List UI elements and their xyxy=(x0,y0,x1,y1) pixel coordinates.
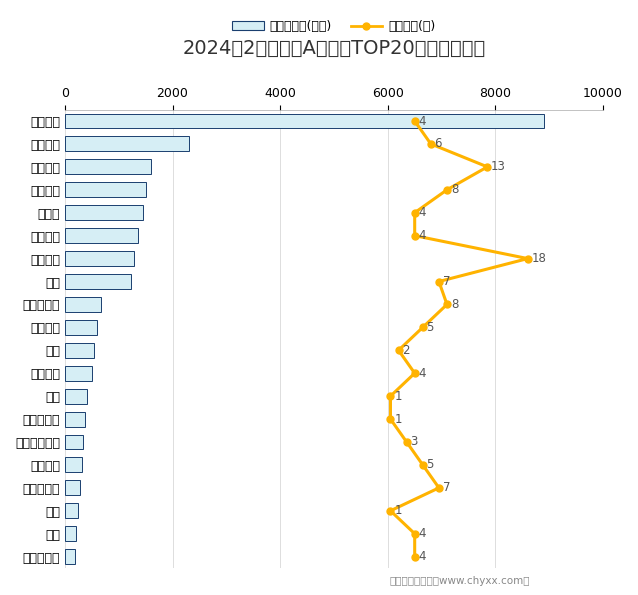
Bar xyxy=(65,549,75,564)
Bar xyxy=(65,343,94,358)
Title: 2024年2月四川省A股市值TOP20的行业统计图: 2024年2月四川省A股市值TOP20的行业统计图 xyxy=(182,39,486,58)
Text: 2: 2 xyxy=(403,344,410,357)
Text: 18: 18 xyxy=(531,252,546,265)
Text: 6: 6 xyxy=(434,137,442,151)
Bar xyxy=(65,412,85,427)
Text: 7: 7 xyxy=(443,275,450,288)
Bar xyxy=(65,182,145,197)
Text: 4: 4 xyxy=(419,114,426,127)
Text: 4: 4 xyxy=(419,527,426,540)
Bar xyxy=(65,366,92,381)
Bar xyxy=(65,434,83,449)
Bar xyxy=(65,251,134,266)
Text: 1: 1 xyxy=(394,505,402,517)
Text: 3: 3 xyxy=(410,436,418,449)
Bar xyxy=(65,389,87,403)
Bar xyxy=(65,526,76,541)
Text: 4: 4 xyxy=(419,367,426,380)
Bar xyxy=(65,159,151,174)
Text: 4: 4 xyxy=(419,229,426,242)
Text: 4: 4 xyxy=(419,550,426,563)
Text: 4: 4 xyxy=(419,206,426,219)
Bar xyxy=(65,458,82,472)
Text: 5: 5 xyxy=(427,321,434,334)
Legend: 行业总市值(亿元), 企业个数(家): 行业总市值(亿元), 企业个数(家) xyxy=(227,15,441,38)
Bar xyxy=(65,480,80,495)
Text: 制图：智研咨询（www.chyxx.com）: 制图：智研咨询（www.chyxx.com） xyxy=(389,576,530,586)
Bar xyxy=(65,297,101,312)
Text: 13: 13 xyxy=(491,161,506,173)
Text: 8: 8 xyxy=(451,183,458,196)
Bar xyxy=(65,114,544,129)
Text: 5: 5 xyxy=(427,458,434,471)
Bar xyxy=(65,320,97,335)
Text: 1: 1 xyxy=(394,390,402,403)
Text: 1: 1 xyxy=(394,412,402,425)
Text: 8: 8 xyxy=(451,298,458,311)
Bar xyxy=(65,503,78,518)
Bar xyxy=(65,205,143,220)
Text: 7: 7 xyxy=(443,481,450,494)
Bar xyxy=(65,136,189,151)
Bar xyxy=(65,228,138,243)
Bar xyxy=(65,274,131,289)
